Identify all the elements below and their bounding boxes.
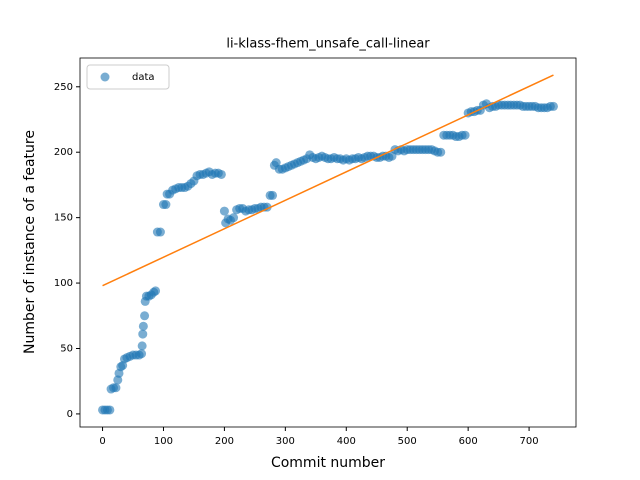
data-point — [138, 321, 148, 331]
legend-marker — [100, 72, 110, 82]
data-point — [548, 101, 558, 111]
data-point — [137, 341, 147, 351]
data-point — [229, 213, 239, 223]
data-point — [216, 169, 226, 179]
data-point — [219, 206, 229, 216]
y-tick-label: 100 — [54, 278, 73, 289]
x-axis-label: Commit number — [271, 455, 385, 471]
data-point — [436, 147, 446, 157]
legend-box — [86, 64, 170, 90]
y-tick-label: 0 — [67, 409, 73, 420]
x-tick-label: 100 — [154, 436, 173, 447]
y-tick-label: 200 — [54, 147, 73, 158]
plot-frame — [79, 57, 577, 428]
fit-line — [102, 74, 554, 287]
x-tick-label: 500 — [398, 436, 417, 447]
data-point — [155, 227, 165, 237]
data-point — [151, 286, 161, 296]
legend-label: data — [132, 72, 155, 83]
data-point — [140, 311, 150, 321]
data-point — [138, 329, 148, 339]
data-point — [137, 349, 147, 359]
x-tick-label: 200 — [215, 436, 234, 447]
x-tick-label: 700 — [520, 436, 539, 447]
x-tick-label: 600 — [459, 436, 478, 447]
data-point — [105, 405, 115, 415]
data-point — [161, 200, 171, 210]
data-point — [460, 130, 470, 140]
y-tick-label: 150 — [54, 213, 73, 224]
x-tick-label: 400 — [337, 436, 356, 447]
x-tick-label: 300 — [276, 436, 295, 447]
x-tick-label: 0 — [99, 436, 105, 447]
y-tick-label: 250 — [54, 82, 73, 93]
y-axis-label: Number of instance of a feature — [22, 130, 38, 354]
data-point — [111, 383, 121, 393]
data-point — [268, 190, 278, 200]
chart-title: li-klass-fhem_unsafe_call-linear — [226, 37, 430, 52]
y-tick-label: 50 — [60, 343, 73, 354]
